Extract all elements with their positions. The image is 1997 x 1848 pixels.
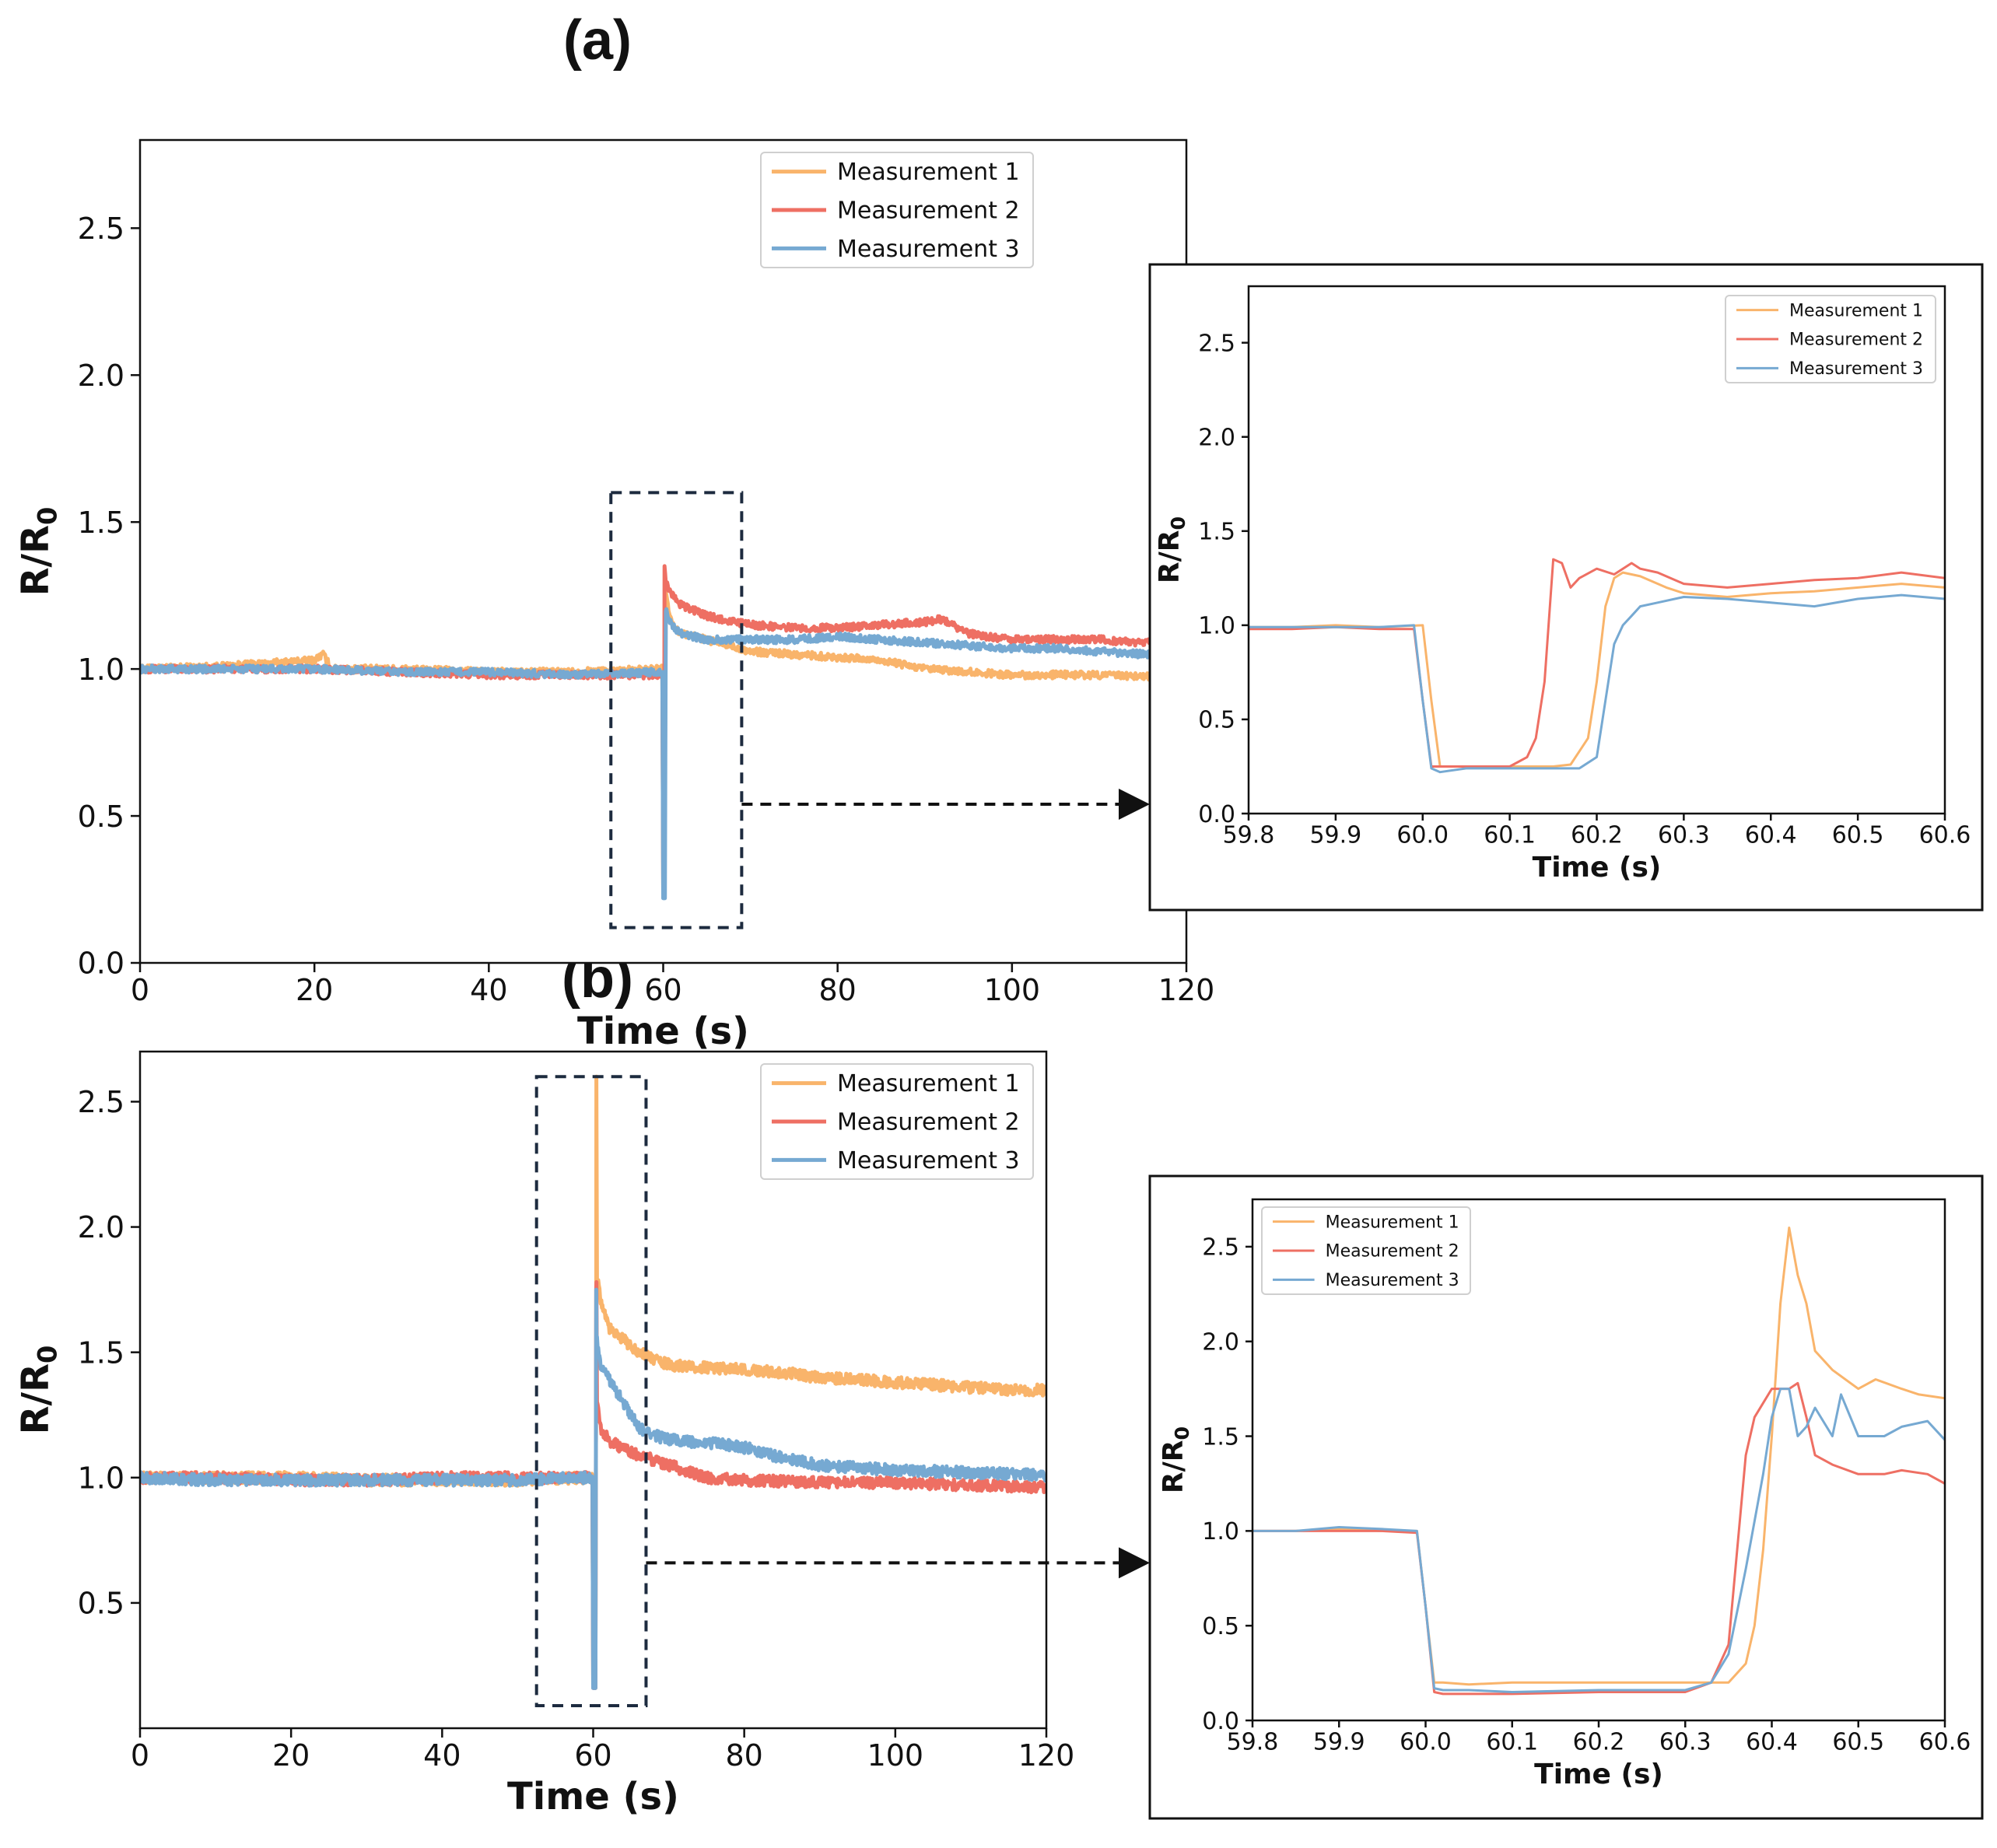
y-tick-label: 1.0 xyxy=(78,1461,124,1495)
legend: Measurement 1 Measurement 2 Measurement 3 xyxy=(1261,1206,1471,1295)
y-tick-label: 2.0 xyxy=(1198,425,1235,452)
series-line-measurement-1 xyxy=(1249,571,1945,768)
x-axis-label: Time (s) xyxy=(1533,852,1662,884)
zoom-connectors xyxy=(646,788,1150,1579)
x-tick-label: 60 xyxy=(574,1738,611,1773)
x-tick-label: 59.9 xyxy=(1313,1729,1365,1756)
x-tick-label: 80 xyxy=(725,1738,762,1773)
x-axis-label: Time (s) xyxy=(507,1775,679,1818)
y-axis-label: R/R0 xyxy=(14,507,63,597)
x-tick-label: 59.8 xyxy=(1223,822,1275,849)
panel-label-a: (a) xyxy=(563,9,632,72)
x-tick-label: 20 xyxy=(296,973,333,1007)
x-axis-label: Time (s) xyxy=(577,1010,749,1053)
legend: Measurement 1 Measurement 2 Measurement 3 xyxy=(760,152,1034,268)
x-tick-label: 60.1 xyxy=(1484,822,1536,849)
x-tick-label: 40 xyxy=(423,1738,461,1773)
x-tick-label: 60.4 xyxy=(1746,1729,1798,1756)
y-tick-label: 0.0 xyxy=(78,947,124,981)
y-tick-label: 2.0 xyxy=(78,1210,124,1244)
x-tick-label: 100 xyxy=(984,973,1041,1007)
y-tick-label: 0.0 xyxy=(1202,1708,1239,1735)
x-tick-label: 120 xyxy=(1158,973,1215,1007)
zoom-region-box xyxy=(534,1075,648,1707)
x-tick-label: 60.1 xyxy=(1486,1729,1538,1756)
legend-label: Measurement 2 xyxy=(837,1109,1020,1136)
x-tick-label: 60.5 xyxy=(1832,1729,1884,1756)
x-tick-label: 59.9 xyxy=(1309,822,1361,849)
chart-a-zoom: 59.8 59.9 60.0 60.1 60.2 60.3 60.4 60.5 60.6 0.0 0… xyxy=(1148,263,1984,912)
x-tick-label: 60.2 xyxy=(1571,822,1623,849)
x-tick-label: 60.4 xyxy=(1745,822,1797,849)
zoom-region-box xyxy=(609,491,744,929)
chart-b-main: 0 20 40 60 80 100 120 0.5 1.0 1.5 2.0 2.5 Time (s) R/… xyxy=(14,1050,1075,1818)
legend-label: Measurement 1 xyxy=(1326,1213,1459,1232)
legend-label: Measurement 1 xyxy=(1789,301,1923,320)
y-tick-label: 1.0 xyxy=(1198,613,1235,640)
y-tick-label: 0.5 xyxy=(78,1587,124,1621)
x-tick-label: 0 xyxy=(131,973,149,1007)
x-tick-label: 60 xyxy=(644,973,681,1007)
legend-label: Measurement 3 xyxy=(837,1147,1020,1174)
y-axis-label: R/R0 xyxy=(14,1346,63,1435)
x-tick-label: 60.6 xyxy=(1919,822,1971,849)
x-tick-label: 100 xyxy=(867,1738,924,1773)
legend-label: Measurement 3 xyxy=(837,236,1020,263)
chart-b-zoom: 59.8 59.9 60.0 60.1 60.2 60.3 60.4 60.5 60.6 0.0 0… xyxy=(1148,1174,1984,1820)
legend: Measurement 1 Measurement 2 Measurement 3 xyxy=(760,1063,1034,1180)
x-tick-label: 60.0 xyxy=(1396,822,1449,849)
x-tick-label: 60.6 xyxy=(1919,1729,1971,1756)
series-line-measurement-3 xyxy=(140,607,1186,901)
legend-label: Measurement 3 xyxy=(1789,359,1923,379)
y-tick-label: 1.5 xyxy=(78,1335,124,1370)
x-axis-label: Time (s) xyxy=(1534,1759,1663,1790)
legend-label: Measurement 3 xyxy=(1326,1271,1459,1290)
y-tick-label: 0.5 xyxy=(1198,707,1235,734)
y-tick-label: 1.0 xyxy=(78,653,124,687)
y-axis-label: R/R0 xyxy=(1154,516,1189,583)
y-tick-label: 2.5 xyxy=(78,1085,124,1119)
chart-a-main: 0 20 40 60 80 100 120 0.0 0.5 1.0 1.5 2.0 2.5 Time (s… xyxy=(14,138,1215,1053)
x-tick-label: 59.8 xyxy=(1227,1729,1279,1756)
y-tick-label: 1.0 xyxy=(1202,1518,1239,1545)
series-line-measurement-3 xyxy=(1253,1388,1945,1693)
y-tick-label: 0.5 xyxy=(1202,1613,1239,1640)
legend-label: Measurement 1 xyxy=(837,1070,1020,1097)
y-axis-label: R/R0 xyxy=(1158,1426,1193,1493)
x-tick-label: 0 xyxy=(131,1738,149,1773)
x-tick-label: 120 xyxy=(1018,1738,1075,1773)
legend-label: Measurement 2 xyxy=(837,198,1020,225)
y-tick-label: 0.5 xyxy=(78,800,124,834)
x-tick-label: 60.3 xyxy=(1659,1729,1711,1756)
y-tick-label: 2.0 xyxy=(1202,1329,1239,1356)
x-tick-label: 60.5 xyxy=(1832,822,1884,849)
x-tick-label: 60.2 xyxy=(1573,1729,1625,1756)
x-tick-label: 40 xyxy=(470,973,507,1007)
y-tick-label: 1.5 xyxy=(78,506,124,540)
y-tick-label: 0.0 xyxy=(1198,801,1235,828)
series-line-measurement-3 xyxy=(1249,593,1945,774)
y-tick-label: 2.5 xyxy=(78,212,124,246)
legend-label: Measurement 1 xyxy=(837,159,1020,186)
legend: Measurement 1 Measurement 2 Measurement 3 xyxy=(1725,295,1936,383)
y-tick-label: 2.5 xyxy=(1202,1234,1239,1262)
y-tick-label: 2.5 xyxy=(1198,330,1235,357)
y-tick-label: 1.5 xyxy=(1202,1423,1239,1451)
x-tick-label: 20 xyxy=(272,1738,310,1773)
y-tick-label: 1.5 xyxy=(1198,519,1235,546)
legend-label: Measurement 2 xyxy=(1326,1242,1459,1262)
legend-label: Measurement 2 xyxy=(1789,331,1923,350)
x-tick-label: 60.0 xyxy=(1400,1729,1452,1756)
x-tick-label: 60.3 xyxy=(1658,822,1710,849)
y-tick-label: 2.0 xyxy=(78,359,124,393)
x-tick-label: 80 xyxy=(818,973,856,1007)
series-line-measurement-3 xyxy=(140,1287,1046,1690)
